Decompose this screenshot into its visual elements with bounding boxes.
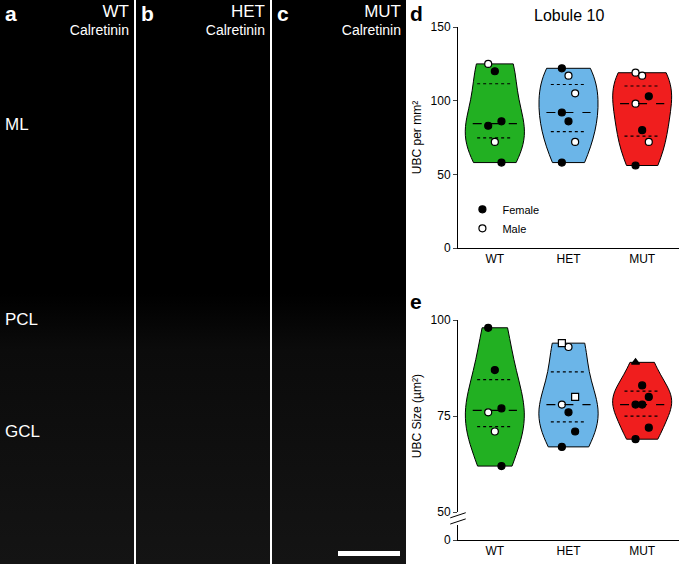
html-text:Calretinin: Calretinin: [69, 22, 129, 38]
svg-text:Male: Male: [502, 223, 526, 235]
svg-text:WT: WT: [486, 544, 505, 558]
html-text:HET: HET: [231, 2, 265, 21]
svg-text:100: 100: [431, 94, 451, 108]
html-text:ML: ML: [5, 115, 29, 134]
svg-text:100: 100: [431, 313, 451, 327]
svg-text:HET: HET: [557, 544, 582, 558]
html-text:d: d: [410, 2, 423, 25]
svg-text:Female: Female: [502, 204, 539, 216]
html-text:PCL: PCL: [5, 310, 39, 329]
html-text:Calretinin: Calretinin: [205, 22, 265, 38]
html-text:MUT: MUT: [364, 2, 401, 21]
html-text:a: a: [5, 2, 17, 25]
svg-text:WT: WT: [486, 252, 505, 266]
svg-text:Lobule 10: Lobule 10: [534, 7, 604, 24]
html-text:WT: WT: [102, 2, 129, 21]
svg-text:MUT: MUT: [629, 252, 656, 266]
svg-text:UBC Size (µm²): UBC Size (µm²): [410, 374, 424, 458]
svg-text:75: 75: [437, 409, 451, 423]
svg-text:0: 0: [444, 241, 451, 255]
html-text:e: e: [410, 290, 422, 313]
svg-text:0: 0: [444, 533, 451, 547]
html-text:GCL: GCL: [5, 422, 40, 441]
svg-text:UBC per mm²: UBC per mm²: [410, 101, 424, 174]
html-text:Calretinin: Calretinin: [341, 22, 401, 38]
svg-text:50: 50: [437, 168, 451, 182]
html-text:c: c: [277, 2, 289, 25]
svg-text:MUT: MUT: [629, 544, 656, 558]
svg-text:HET: HET: [557, 252, 582, 266]
svg-text:50: 50: [437, 505, 451, 519]
html-text:b: b: [141, 2, 154, 25]
svg-text:150: 150: [431, 20, 451, 34]
